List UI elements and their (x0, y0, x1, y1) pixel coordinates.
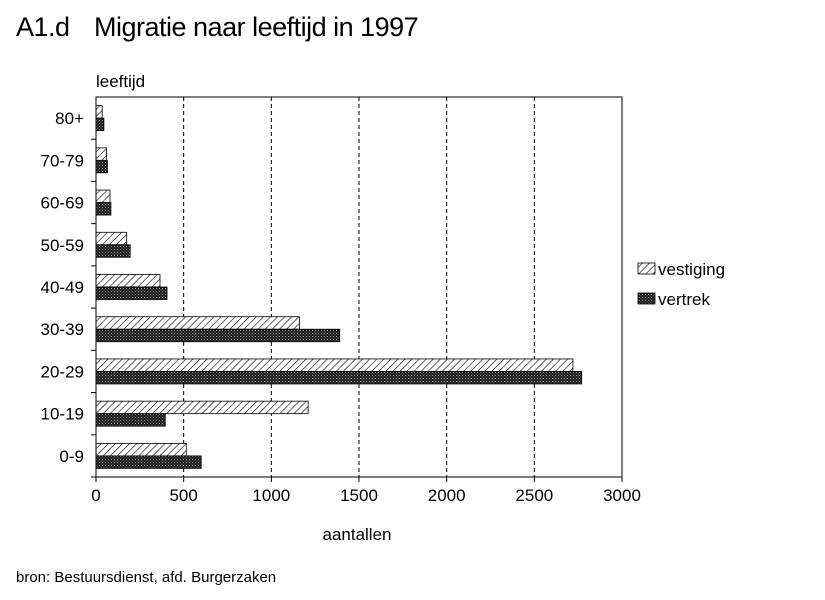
legend: vestiging vertrek (637, 260, 725, 309)
bar-vestiging-80+ (95, 105, 103, 119)
source-note: bron: Bestuursdienst, afd. Burgerzaken (16, 569, 277, 586)
x-tick-label: 0 (91, 486, 100, 505)
x-tick-label: 1000 (252, 486, 290, 505)
bar-vestiging-10-19 (95, 400, 309, 415)
y-tick-label: 10-19 (41, 405, 84, 424)
x-tick-labels: 0 500 1000 1500 2000 2500 3000 (91, 477, 641, 505)
y-tick-label: 60-69 (41, 194, 84, 213)
grid-lines (183, 97, 535, 477)
y-tick-label: 80+ (55, 109, 84, 128)
bar-vestiging-50-59 (95, 231, 128, 246)
bar-vertrek-50-59 (95, 244, 131, 258)
y-tick-label: 50-59 (41, 236, 84, 255)
y-tick-label: 0-9 (59, 447, 84, 466)
x-tick-label: 2500 (515, 486, 553, 505)
bar-vertrek-40-49 (95, 286, 168, 300)
y-tick-label: 40-49 (41, 278, 84, 297)
bar-vestiging-30-39 (95, 316, 300, 330)
bar-vertrek-70-79 (95, 159, 108, 174)
y-axis-label: leeftijd (96, 72, 145, 91)
legend-swatch-vertrek (637, 292, 656, 305)
bar-vertrek-60-69 (95, 202, 112, 216)
bar-vertrek-0-9 (95, 455, 202, 469)
x-tick-label: 1500 (340, 486, 378, 505)
legend-label-vestiging: vestiging (658, 260, 725, 279)
chart-title-row: A1.d Migratie naar leeftijd in 1997 (16, 12, 419, 43)
legend-swatch-vestiging (637, 262, 656, 275)
chart-title: Migratie naar leeftijd in 1997 (94, 12, 419, 42)
bar-vertrek-30-39 (95, 328, 341, 343)
bar-vestiging-0-9 (95, 442, 187, 457)
x-axis-label: aantallen (322, 525, 391, 544)
bar-vertrek-20-29 (95, 371, 583, 385)
y-tick-label: 30-39 (41, 320, 84, 339)
bars (95, 105, 583, 469)
bar-vertrek-10-19 (95, 413, 166, 427)
y-tick-labels: 0-9 10-19 20-29 30-39 40-49 50-59 60-69 70-79 80… (41, 109, 96, 478)
bar-vestiging-20-29 (95, 358, 574, 372)
y-tick-label: 70-79 (41, 151, 84, 170)
x-tick-label: 3000 (603, 486, 641, 505)
bar-vertrek-80+ (95, 117, 105, 132)
x-tick-label: 500 (169, 486, 197, 505)
legend-label-vertrek: vertrek (658, 290, 710, 309)
y-tick-label: 20-29 (41, 362, 84, 381)
figure-id: A1.d (16, 12, 70, 42)
x-tick-label: 2000 (428, 486, 466, 505)
bar-vestiging-40-49 (95, 274, 161, 288)
bar-vestiging-70-79 (95, 147, 107, 161)
bar-vestiging-60-69 (95, 189, 111, 203)
